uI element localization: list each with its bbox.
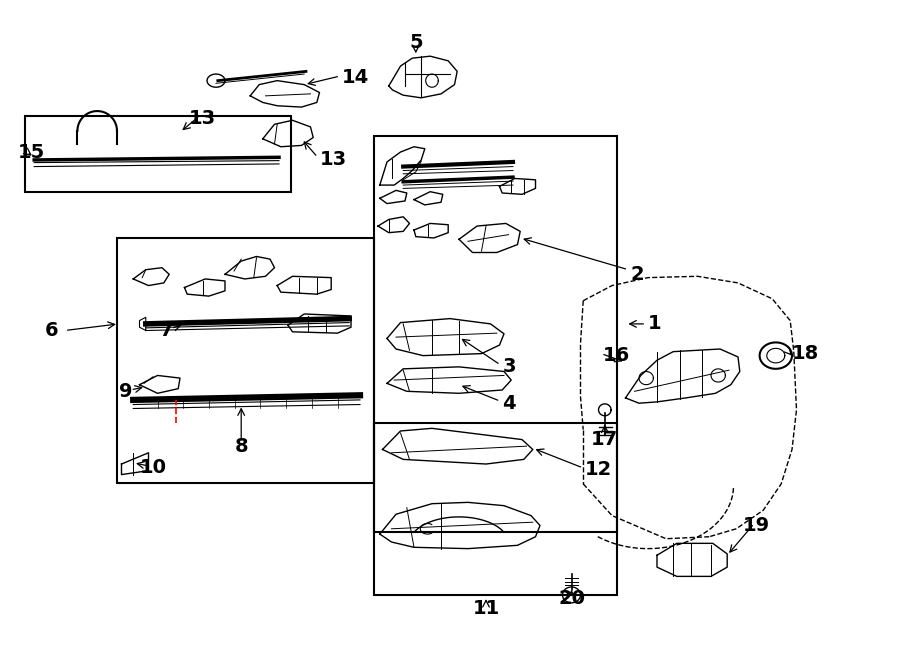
Text: 13: 13 bbox=[189, 110, 216, 128]
Bar bbox=[117, 238, 374, 483]
Text: 19: 19 bbox=[742, 516, 770, 535]
Text: 15: 15 bbox=[18, 143, 45, 161]
Text: 16: 16 bbox=[603, 346, 630, 365]
Bar bbox=[374, 136, 616, 532]
Text: 1: 1 bbox=[648, 315, 662, 333]
Text: 10: 10 bbox=[140, 459, 166, 477]
Bar bbox=[374, 423, 616, 595]
Text: 4: 4 bbox=[502, 394, 516, 412]
Text: 11: 11 bbox=[472, 599, 500, 617]
Bar bbox=[25, 116, 291, 192]
Text: 3: 3 bbox=[502, 358, 516, 376]
Text: 2: 2 bbox=[630, 265, 644, 284]
Text: 12: 12 bbox=[585, 460, 612, 479]
Text: 14: 14 bbox=[342, 69, 369, 87]
Text: 20: 20 bbox=[558, 589, 585, 607]
Text: 5: 5 bbox=[409, 34, 423, 52]
Text: 9: 9 bbox=[119, 382, 132, 401]
Text: 7: 7 bbox=[160, 321, 174, 340]
Text: 18: 18 bbox=[792, 344, 819, 363]
Text: 8: 8 bbox=[234, 437, 248, 455]
Text: 13: 13 bbox=[320, 151, 346, 169]
Text: 6: 6 bbox=[45, 321, 58, 340]
Text: 17: 17 bbox=[591, 430, 618, 449]
